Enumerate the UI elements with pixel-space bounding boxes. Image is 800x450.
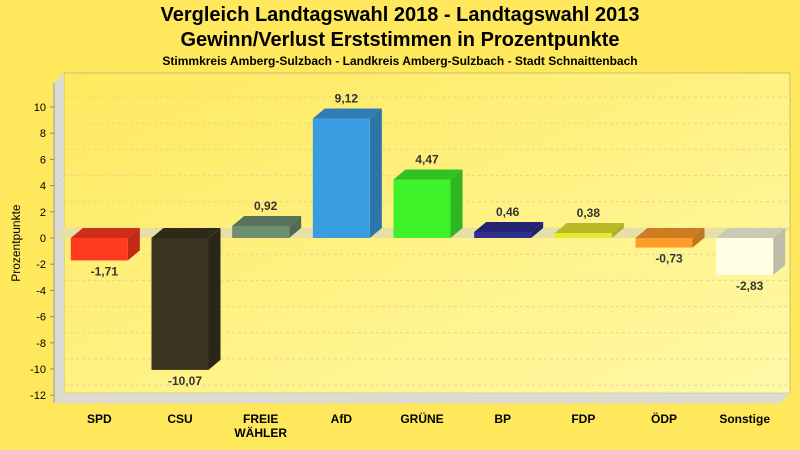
data-label: 9,12: [335, 92, 359, 106]
bar-top: [70, 228, 140, 238]
data-label: -10,07: [168, 374, 202, 388]
grid-line-side: [53, 122, 65, 134]
bar-csu: [151, 238, 209, 370]
y-tick-label: -10: [30, 364, 46, 376]
bar-side: [692, 228, 705, 248]
x-tick-label: ÖDP: [651, 411, 677, 426]
bar-fdp: [554, 233, 612, 238]
chart-title: Vergleich Landtagswahl 2018 - Landtagswa…: [160, 4, 640, 26]
grid-line-side: [53, 149, 65, 160]
data-label: 0,46: [496, 205, 520, 219]
bar-top: [393, 169, 463, 180]
bar-grüne: [393, 179, 451, 238]
y-tick-label: -6: [36, 312, 46, 324]
grid-line-side: [53, 201, 65, 213]
y-tick-label: -2: [36, 259, 46, 271]
x-tick-label: CSU: [167, 412, 192, 426]
data-label: 0,38: [577, 206, 601, 220]
bar-top: [474, 221, 544, 232]
y-tick-label: 10: [34, 102, 46, 114]
bar-side: [369, 108, 382, 238]
grid-line-side: [53, 358, 65, 370]
bar-side: [450, 169, 463, 238]
y-tick-label: 0: [40, 233, 46, 245]
y-tick-label: 4: [40, 181, 46, 193]
bar-top: [312, 108, 382, 119]
bar-side: [289, 215, 302, 238]
y-tick-label: -12: [30, 390, 46, 402]
plot-left-wall: [54, 73, 64, 404]
x-tick-label: SPD: [87, 412, 112, 426]
x-tick-label: WÄHLER: [234, 425, 287, 440]
chart-subtitle: Gewinn/Verlust Erststimmen in Prozentpun…: [180, 29, 620, 51]
bar-spd: [70, 238, 128, 261]
grid-line-side: [53, 280, 65, 291]
data-label: -1,71: [91, 264, 119, 278]
data-label: 4,47: [415, 152, 439, 166]
y-tick-label: 6: [40, 154, 46, 166]
y-tick-label: -4: [36, 285, 46, 297]
bar-top: [232, 215, 302, 226]
data-label: 0,92: [254, 199, 278, 213]
bar-top: [554, 223, 624, 234]
data-label: -0,73: [655, 252, 683, 266]
y-axis-label: Prozentpunkte: [9, 204, 23, 282]
y-tick-label: 8: [40, 128, 46, 140]
data-label: -2,83: [736, 279, 764, 293]
x-tick-label: BP: [494, 412, 511, 426]
grid-line-side: [53, 384, 65, 396]
bar-side: [611, 223, 624, 238]
y-tick-label: 2: [40, 207, 46, 219]
bar-ödp: [635, 238, 693, 248]
bar-top: [716, 228, 786, 238]
chart-subtitle-region: Stimmkreis Amberg-Sulzbach - Landkreis A…: [162, 54, 638, 68]
bar-afd: [312, 118, 370, 238]
plot-floor: [54, 393, 790, 404]
bar-side: [127, 228, 140, 261]
x-tick-label: FREIE: [243, 412, 278, 426]
bar-side: [531, 221, 544, 238]
x-tick-label: FDP: [571, 412, 595, 426]
x-tick-label: Sonstige: [719, 412, 770, 426]
bar-freie-wähler: [232, 225, 290, 238]
bar-side: [208, 228, 221, 370]
bar-sonstige: [716, 238, 774, 276]
x-tick-label: AfD: [331, 412, 353, 426]
bar-side: [773, 228, 786, 276]
bar-bp: [474, 231, 532, 238]
grid-line-side: [53, 175, 65, 186]
bar-top: [151, 228, 221, 238]
y-tick-label: -8: [36, 338, 46, 350]
grid-line-side: [53, 96, 65, 108]
x-tick-label: GRÜNE: [400, 411, 443, 426]
grid-line-side: [53, 253, 65, 265]
grid-line-side: [53, 306, 65, 317]
bar-top: [635, 228, 705, 238]
grid-line-side: [53, 332, 65, 344]
